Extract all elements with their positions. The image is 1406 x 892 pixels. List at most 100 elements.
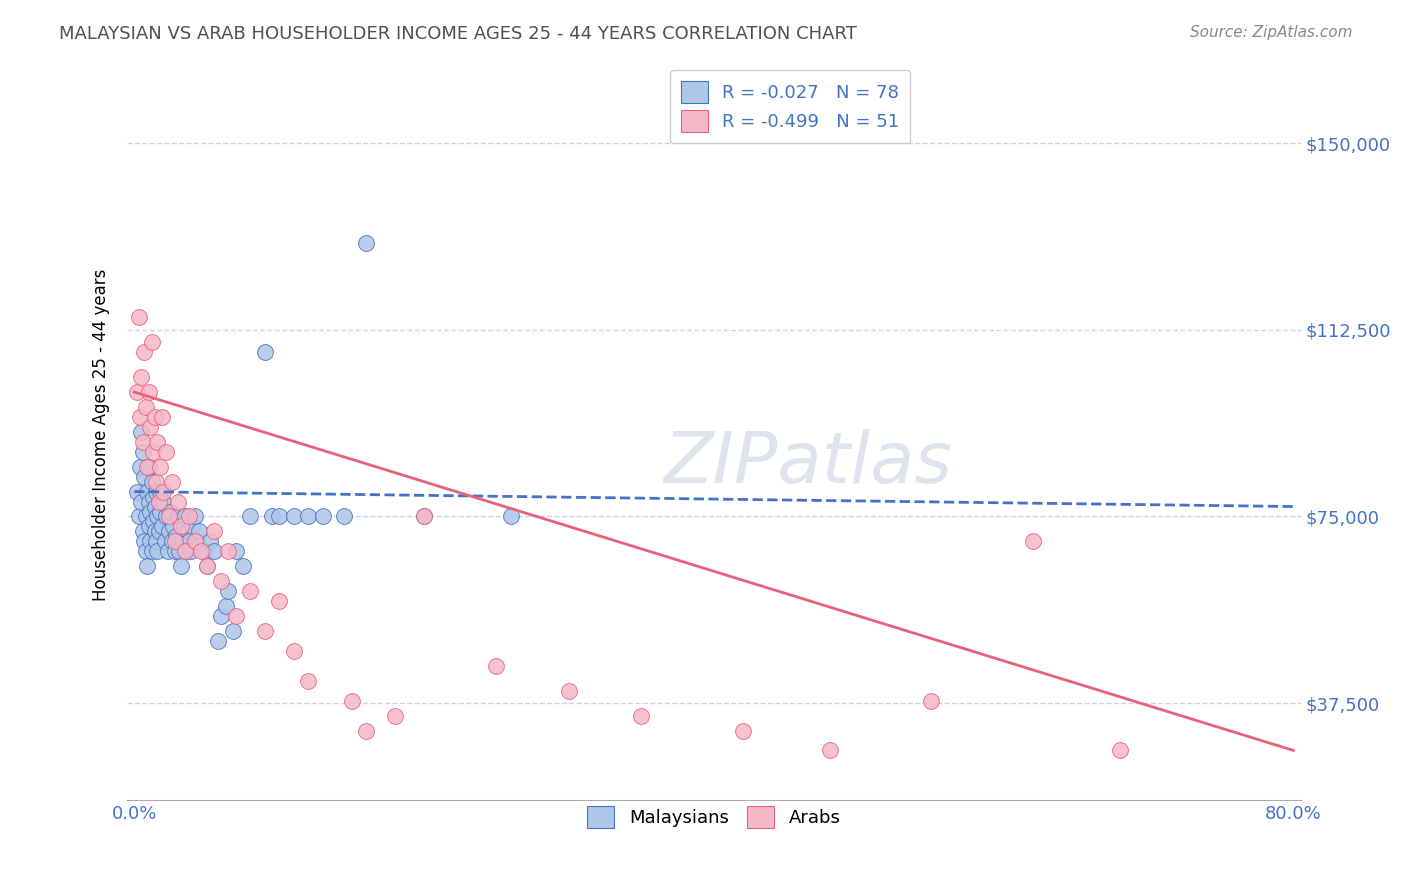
Point [149,459,172,474]
Point [207,634,229,648]
Point [181,519,204,533]
Point [179,534,201,549]
Point [145,534,167,549]
Point [499,509,522,524]
Point [283,509,305,524]
Point [413,509,436,524]
Point [177,524,200,539]
Point [131,494,153,508]
Point [143,409,166,424]
Point [186,534,208,549]
Point [136,459,159,474]
Point [195,559,218,574]
Point [143,524,166,539]
Point [179,509,201,524]
Point [340,694,363,708]
Point [152,494,174,508]
Point [232,559,254,574]
Point [253,345,276,359]
Point [163,534,186,549]
Point [163,544,186,558]
Point [132,444,155,458]
Point [139,534,162,549]
Point [150,409,173,424]
Point [222,624,245,638]
Point [202,524,225,539]
Point [818,743,841,757]
Point [253,624,276,638]
Point [239,509,262,524]
Point [167,544,190,558]
Point [166,509,188,524]
Legend: Malaysians, Arabs: Malaysians, Arabs [581,798,848,835]
Point [731,723,754,738]
Point [173,519,195,533]
Point [170,534,193,549]
Point [142,444,165,458]
Point [269,509,291,524]
Point [145,475,167,489]
Point [354,723,377,738]
Point [138,459,160,474]
Point [129,409,152,424]
Point [136,484,159,499]
Point [152,484,174,499]
Point [129,459,152,474]
Point [141,475,163,489]
Point [184,509,207,524]
Point [135,400,157,414]
Point [132,524,155,539]
Point [155,444,177,458]
Point [225,544,247,558]
Point [283,644,305,658]
Point [311,509,333,524]
Point [225,609,247,624]
Point [217,584,239,599]
Point [157,509,180,524]
Point [139,420,162,434]
Point [127,484,149,499]
Point [138,519,160,533]
Point [214,599,236,613]
Point [180,544,202,558]
Point [157,524,180,539]
Point [176,544,198,558]
Point [413,509,436,524]
Point [160,534,183,549]
Point [174,544,197,558]
Point [142,515,165,529]
Point [920,694,942,708]
Point [209,609,232,624]
Point [190,544,212,558]
Point [127,385,149,400]
Point [485,658,508,673]
Point [184,534,207,549]
Point [209,574,232,589]
Point [145,484,167,499]
Point [198,534,221,549]
Point [162,519,184,533]
Point [195,559,218,574]
Point [146,509,169,524]
Point [139,504,162,518]
Point [132,434,155,449]
Point [131,370,153,384]
Point [141,544,163,558]
Text: ZIPatlas: ZIPatlas [664,429,952,498]
Point [630,708,652,723]
Point [134,469,156,483]
Point [1021,534,1043,549]
Point [156,544,179,558]
Point [333,509,356,524]
Point [142,490,165,504]
Point [260,509,283,524]
Point [384,708,406,723]
Point [558,683,581,698]
Point [146,544,169,558]
Point [166,494,188,508]
Point [160,475,183,489]
Point [193,544,215,558]
Point [136,559,159,574]
Point [297,673,319,688]
Point [149,504,172,518]
